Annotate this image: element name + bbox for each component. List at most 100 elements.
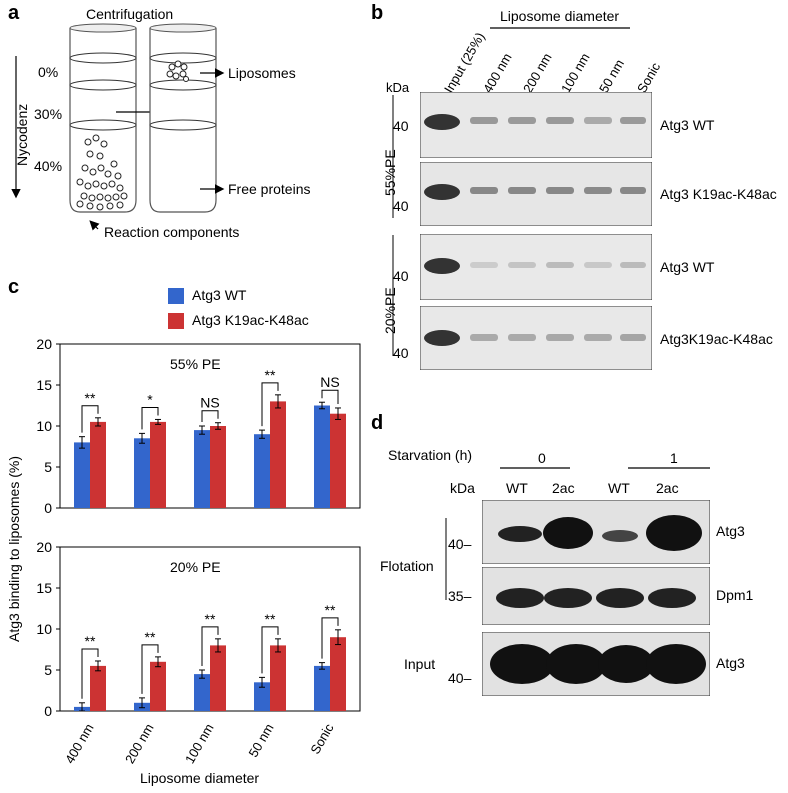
group-55pe: 55%PE [382,149,398,196]
significance-label: ** [325,602,336,618]
bar-k19ac-k48ac [210,426,226,508]
lane-d-wt-1: WT [608,480,630,496]
panel-b-letter: b [371,2,384,24]
blot-d-input-atg3 [482,632,710,696]
blot-d-label-1: Atg3 [716,523,745,539]
level-0: 0% [38,64,59,80]
legend-swatch-wt [168,288,184,304]
level-30: 30% [34,106,63,122]
tube-1-top [69,23,137,33]
y-tick-label: 20 [36,336,52,352]
bar-k19ac-k48ac [150,661,166,711]
centrifugation-diagram [11,23,225,231]
significance-bracket [81,648,99,699]
marker-d-2: 35– [448,588,472,604]
marker-d-1: 40– [448,536,472,552]
reaction-arrow [89,220,100,231]
category-label: 100 nm [182,721,217,766]
significance-label: ** [85,390,96,406]
bar-wt [314,405,330,508]
marker-b-1: 40 [393,118,409,134]
blot-label-3: Atg3 WT [660,259,715,275]
blot-55pe-k19ac-k48ac [420,162,652,226]
significance-bracket [81,405,99,433]
y-tick-label: 10 [36,418,52,434]
blot-d-label-3: Atg3 [716,655,745,671]
tube-2-layer-30 [149,79,217,91]
chart-title-0: 55% PE [170,356,221,372]
bar-wt [314,665,330,711]
starvation-label: Starvation (h) [388,447,473,463]
liposomes-label: Liposomes [228,65,296,81]
significance-label: NS [200,395,219,411]
significance-label: ** [265,367,276,383]
y-tick-label: 5 [44,662,52,678]
significance-bracket [141,406,159,430]
marker-b-2: 40 [393,198,409,214]
time-0: 0 [538,450,546,466]
category-label: 50 nm [246,721,277,760]
panel-b-graphics [392,27,630,356]
legend-swatch-2ac [168,313,184,329]
input-label: Input [404,656,436,672]
blot-d-flotation-dpm1 [482,567,710,625]
reaction-components-cluster [76,134,128,211]
bar-k19ac-k48ac [90,421,106,508]
significance-bracket [321,389,339,404]
flotation-label: Flotation [380,558,434,574]
tube-2-layer-0 [149,52,217,64]
reaction-components-label: Reaction components [104,224,240,240]
group-20pe: 20%PE [382,287,398,334]
bar-k19ac-k48ac [330,413,346,508]
significance-label: * [147,391,153,407]
bar-k19ac-k48ac [210,645,226,711]
lane-d-2ac-0: 2ac [552,480,575,496]
panel-c-letter: c [8,276,20,298]
y-tick-label: 0 [44,500,52,516]
panel-d-letter: d [371,412,384,434]
bar-k19ac-k48ac [90,665,106,711]
y-tick-label: 10 [36,621,52,637]
x-axis-label: Liposome diameter [140,770,260,786]
bar-k19ac-k48ac [270,401,286,508]
category-label: Sonic [307,721,336,757]
tube-1-layer-40 [69,119,137,131]
significance-bracket [321,617,339,659]
marker-b-3: 40 [393,268,409,284]
significance-label: ** [265,611,276,627]
blot-20pe-k19ac-k48ac [420,306,652,370]
tube-1-layer-0 [69,52,137,64]
blot-20pe-wt [420,234,652,300]
significance-bracket [261,382,279,427]
free-proteins-label: Free proteins [228,181,311,197]
panel-a-letter: a [8,2,20,24]
bar-wt [254,434,270,508]
blot-label-1: Atg3 WT [660,117,715,133]
blot-d-flotation-atg3 [482,500,710,564]
gradient-label: Nycodenz [14,103,30,166]
y-tick-label: 15 [36,580,52,596]
bar-k19ac-k48ac [270,645,286,711]
bar-wt [254,682,270,711]
category-label: 200 nm [122,721,157,766]
significance-label: ** [145,629,156,645]
blot-55pe-wt [420,92,652,158]
significance-bracket [201,410,219,422]
lane-d-wt-0: WT [506,480,528,496]
tube-2-top [149,23,217,33]
level-40: 40% [34,158,63,174]
blot-d-label-2: Dpm1 [716,587,754,603]
bar-wt [194,430,210,508]
significance-label: ** [205,611,216,627]
time-1: 1 [670,450,678,466]
blot-label-2: Atg3 K19ac-K48ac [660,186,777,202]
kda-label-d: kDa [450,480,475,496]
y-tick-label: 0 [44,703,52,719]
panel-d-graphics [445,467,710,600]
bar-wt [74,442,90,508]
tube-1-layer-30 [69,79,137,91]
significance-bracket [141,644,159,694]
y-tick-label: 20 [36,539,52,555]
legend-label-wt: Atg3 WT [192,287,247,303]
